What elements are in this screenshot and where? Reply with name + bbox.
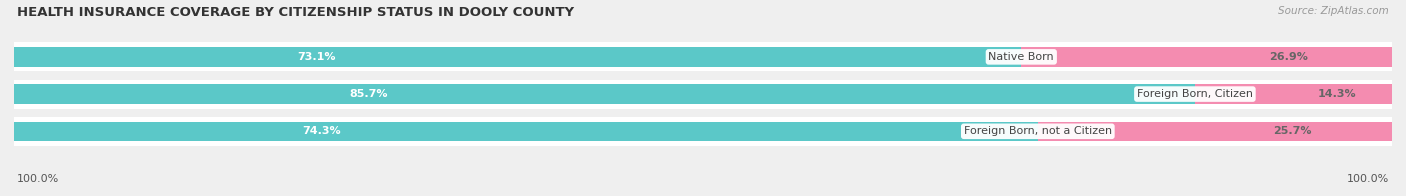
Text: 26.9%: 26.9% bbox=[1268, 52, 1308, 62]
Bar bbox=[1038, 122, 1392, 141]
Text: 74.3%: 74.3% bbox=[302, 126, 340, 136]
Text: 73.1%: 73.1% bbox=[297, 52, 336, 62]
Bar bbox=[14, 117, 1392, 146]
Bar bbox=[14, 122, 1038, 141]
Text: 100.0%: 100.0% bbox=[1347, 174, 1389, 184]
Text: HEALTH INSURANCE COVERAGE BY CITIZENSHIP STATUS IN DOOLY COUNTY: HEALTH INSURANCE COVERAGE BY CITIZENSHIP… bbox=[17, 6, 574, 19]
Bar bbox=[14, 42, 1392, 71]
Text: Native Born: Native Born bbox=[988, 52, 1054, 62]
Bar bbox=[14, 47, 1021, 66]
Text: 14.3%: 14.3% bbox=[1317, 89, 1355, 99]
Text: 100.0%: 100.0% bbox=[17, 174, 59, 184]
Text: 85.7%: 85.7% bbox=[349, 89, 388, 99]
Text: 25.7%: 25.7% bbox=[1274, 126, 1312, 136]
Bar bbox=[1195, 84, 1392, 104]
Text: Foreign Born, not a Citizen: Foreign Born, not a Citizen bbox=[963, 126, 1112, 136]
Bar bbox=[14, 84, 1195, 104]
Text: Source: ZipAtlas.com: Source: ZipAtlas.com bbox=[1278, 6, 1389, 16]
Bar bbox=[14, 80, 1392, 109]
Bar bbox=[1021, 47, 1392, 66]
Text: Foreign Born, Citizen: Foreign Born, Citizen bbox=[1137, 89, 1253, 99]
